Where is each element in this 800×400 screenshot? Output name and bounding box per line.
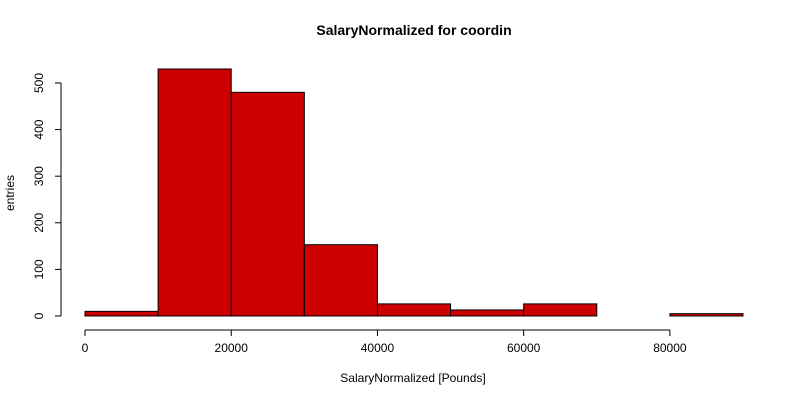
x-axis: 0 20000 40000 60000 80000 [82, 329, 687, 355]
y-tick-label: 300 [32, 166, 46, 186]
chart-title: SalaryNormalized for coordin [316, 22, 511, 38]
y-tick-label: 100 [32, 259, 46, 279]
x-tick-label: 0 [82, 341, 89, 355]
histogram-bar-6 [523, 303, 598, 317]
y-tick-label: 0 [32, 312, 46, 319]
x-tick-label: 20000 [215, 341, 249, 355]
histogram-bar-3 [303, 244, 378, 317]
histogram-bar-4 [376, 303, 452, 317]
bars-group [84, 68, 744, 317]
x-tick-label: 60000 [507, 341, 541, 355]
x-tick-label: 40000 [361, 341, 395, 355]
histogram-bar-5 [450, 309, 525, 317]
y-axis-label: entries [3, 175, 17, 211]
histogram-bar-0 [84, 310, 159, 317]
y-tick-label: 200 [32, 212, 46, 232]
y-tick-label: 400 [32, 119, 46, 139]
y-tick-label: 500 [32, 73, 46, 93]
y-axis: 0 100 200 300 400 500 [32, 73, 62, 319]
x-axis-label: SalaryNormalized [Pounds] [340, 371, 485, 385]
histogram-bar-1 [157, 68, 232, 317]
histogram-bar-2 [230, 91, 305, 317]
x-tick-label: 80000 [653, 341, 687, 355]
histogram-bar-8 [669, 313, 744, 317]
